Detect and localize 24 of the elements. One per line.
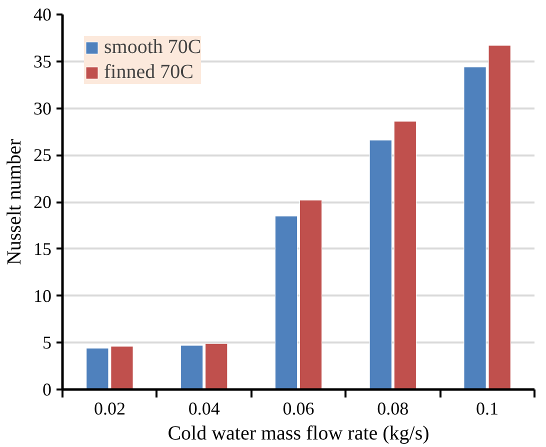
x-tick-label: 0.02 xyxy=(94,398,126,418)
bar xyxy=(299,200,322,390)
y-tick-label: 35 xyxy=(34,51,52,72)
bar xyxy=(369,140,392,390)
bar xyxy=(205,343,228,390)
x-tick-label: 0.06 xyxy=(282,398,314,418)
y-tick-label: 30 xyxy=(34,98,52,118)
bar xyxy=(274,216,298,390)
y-tick-label: 40 xyxy=(34,4,52,24)
x-tick-label: 0.08 xyxy=(377,398,409,418)
x-tick-label: 0.04 xyxy=(188,398,220,418)
y-tick-label: 0 xyxy=(42,380,52,400)
x-axis-title: Cold water mass flow rate (kg/s) xyxy=(168,422,430,444)
y-tick-label: 20 xyxy=(34,192,52,212)
y-tick-label: 10 xyxy=(34,286,52,306)
x-tick-label: 0.1 xyxy=(476,398,499,418)
legend-label: finned 70C xyxy=(104,61,194,84)
y-tick-label: 15 xyxy=(34,238,52,259)
bar xyxy=(394,121,416,390)
y-tick-label: 5 xyxy=(42,332,52,353)
bar xyxy=(180,345,204,390)
y-axis-title: Nusselt number xyxy=(4,138,26,266)
legend-label: smooth 70C xyxy=(104,36,202,59)
y-tick-label: 25 xyxy=(34,145,52,166)
